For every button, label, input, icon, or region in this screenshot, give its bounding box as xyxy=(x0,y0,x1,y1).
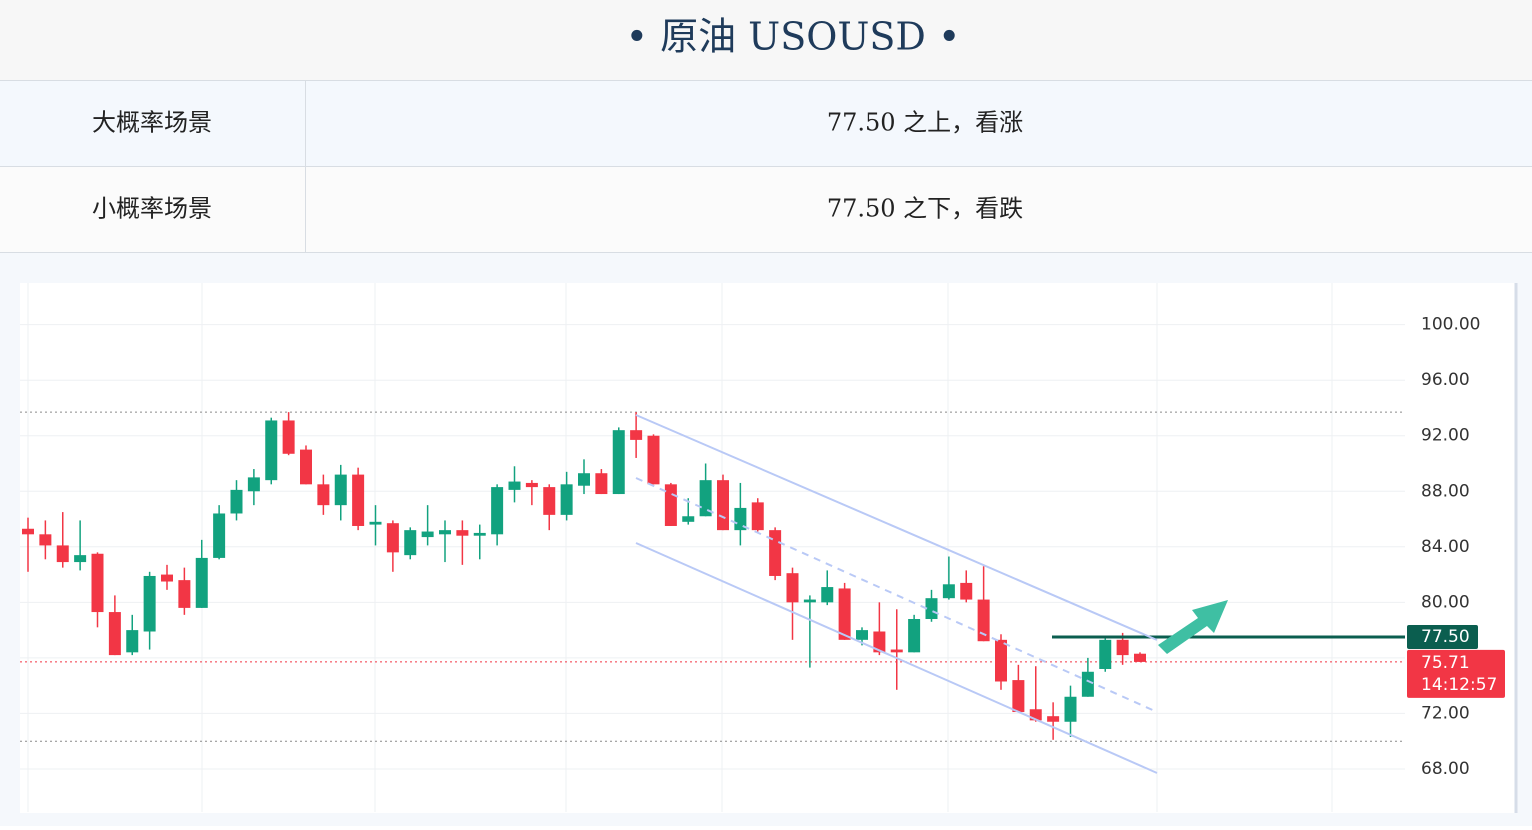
candle-body xyxy=(230,489,243,514)
candle-body xyxy=(612,430,625,495)
candle-body xyxy=(369,521,382,525)
candle-body xyxy=(282,420,295,454)
candle-body xyxy=(873,631,886,653)
candle-body xyxy=(717,480,729,531)
candle-body xyxy=(803,599,816,603)
candle-body xyxy=(213,513,226,558)
price-box xyxy=(1407,649,1505,698)
candle-body xyxy=(1081,671,1094,697)
candle-body xyxy=(664,484,677,526)
candle-body xyxy=(977,599,990,642)
candle-body xyxy=(300,449,312,485)
channel xyxy=(635,414,1158,774)
y-tick-label: 92.00 xyxy=(1421,426,1470,446)
row-bg xyxy=(0,81,1532,166)
candle-body xyxy=(108,612,121,656)
candle-body xyxy=(647,435,660,485)
price-label: 75.71 xyxy=(1421,653,1470,673)
countdown: 14:12:57 xyxy=(1421,675,1497,695)
candle-body xyxy=(74,555,87,563)
candle-body xyxy=(942,584,955,599)
candle-body xyxy=(786,573,799,603)
arrow xyxy=(1158,600,1228,654)
candle-body xyxy=(195,557,208,608)
candle-body xyxy=(525,482,538,488)
candle-body xyxy=(1099,639,1112,669)
candle-body xyxy=(126,630,139,653)
candle-body xyxy=(386,523,399,553)
y-tick-label: 100.00 xyxy=(1421,315,1480,335)
candle-body xyxy=(1029,709,1042,721)
candle-body xyxy=(334,474,347,506)
candle-body xyxy=(578,473,590,486)
candle-body xyxy=(560,484,573,515)
candle-body xyxy=(699,480,712,517)
candle-body xyxy=(22,528,34,535)
candle-body xyxy=(995,639,1007,682)
candle-body xyxy=(1012,680,1025,713)
candle-body xyxy=(751,502,764,531)
candle-body xyxy=(178,580,191,608)
y-tick-label: 88.00 xyxy=(1421,481,1470,501)
candle-body xyxy=(439,530,451,535)
candle-body xyxy=(821,587,834,603)
cell: 77.50 之下，看跌 xyxy=(827,195,1023,223)
candle-body xyxy=(925,598,938,620)
candle-body xyxy=(1064,696,1077,722)
candle-body xyxy=(769,530,782,576)
cell: 小概率场景 xyxy=(92,195,212,223)
candle-body xyxy=(143,575,156,632)
candle-body xyxy=(473,532,486,536)
candle-body xyxy=(352,474,365,526)
candle-body xyxy=(1116,639,1129,656)
candle-body xyxy=(630,430,643,440)
plot-bg xyxy=(20,283,1515,813)
candle-body xyxy=(247,477,260,492)
y-tick-label: 72.00 xyxy=(1421,703,1470,723)
candle-body xyxy=(56,545,69,563)
y-tick-label: 68.00 xyxy=(1421,759,1470,779)
candle-body xyxy=(317,484,330,506)
candle-body xyxy=(1047,716,1060,722)
candle-body xyxy=(734,507,747,531)
row-bg xyxy=(0,167,1532,252)
y-tick-label: 96.00 xyxy=(1421,370,1470,390)
candle-body xyxy=(265,420,278,481)
candle-body xyxy=(421,531,434,538)
candle-body xyxy=(682,516,695,522)
y-tick-label: 84.00 xyxy=(1421,537,1470,557)
candle-body xyxy=(161,574,173,582)
level-label: 77.50 xyxy=(1421,627,1470,647)
candle-body xyxy=(39,534,52,546)
cell: 大概率场景 xyxy=(92,109,212,137)
candle-body xyxy=(1134,653,1146,662)
grid xyxy=(20,324,1405,770)
candle-body xyxy=(491,487,504,535)
candle-body xyxy=(404,530,417,556)
candle-body xyxy=(838,588,851,640)
candle-body xyxy=(543,487,556,515)
candle-body xyxy=(890,649,903,653)
candle-body xyxy=(456,530,469,536)
candle-body xyxy=(91,553,104,613)
level-box xyxy=(1407,625,1478,650)
candle-body xyxy=(595,473,608,495)
candle-body xyxy=(960,582,973,600)
cell: 77.50 之上，看涨 xyxy=(827,109,1023,137)
labels: 68.00 72.00 80.00 84.00 88.00 92.00 96.00 100.0… xyxy=(1407,315,1505,779)
marks xyxy=(22,412,1405,740)
y-tick-label: 80.00 xyxy=(1421,592,1470,612)
candle-body xyxy=(856,630,868,640)
candle-body xyxy=(508,481,521,490)
title: • 原油 USOUSD • xyxy=(626,15,961,59)
candle-body xyxy=(908,619,921,653)
header-bg xyxy=(0,0,1532,80)
